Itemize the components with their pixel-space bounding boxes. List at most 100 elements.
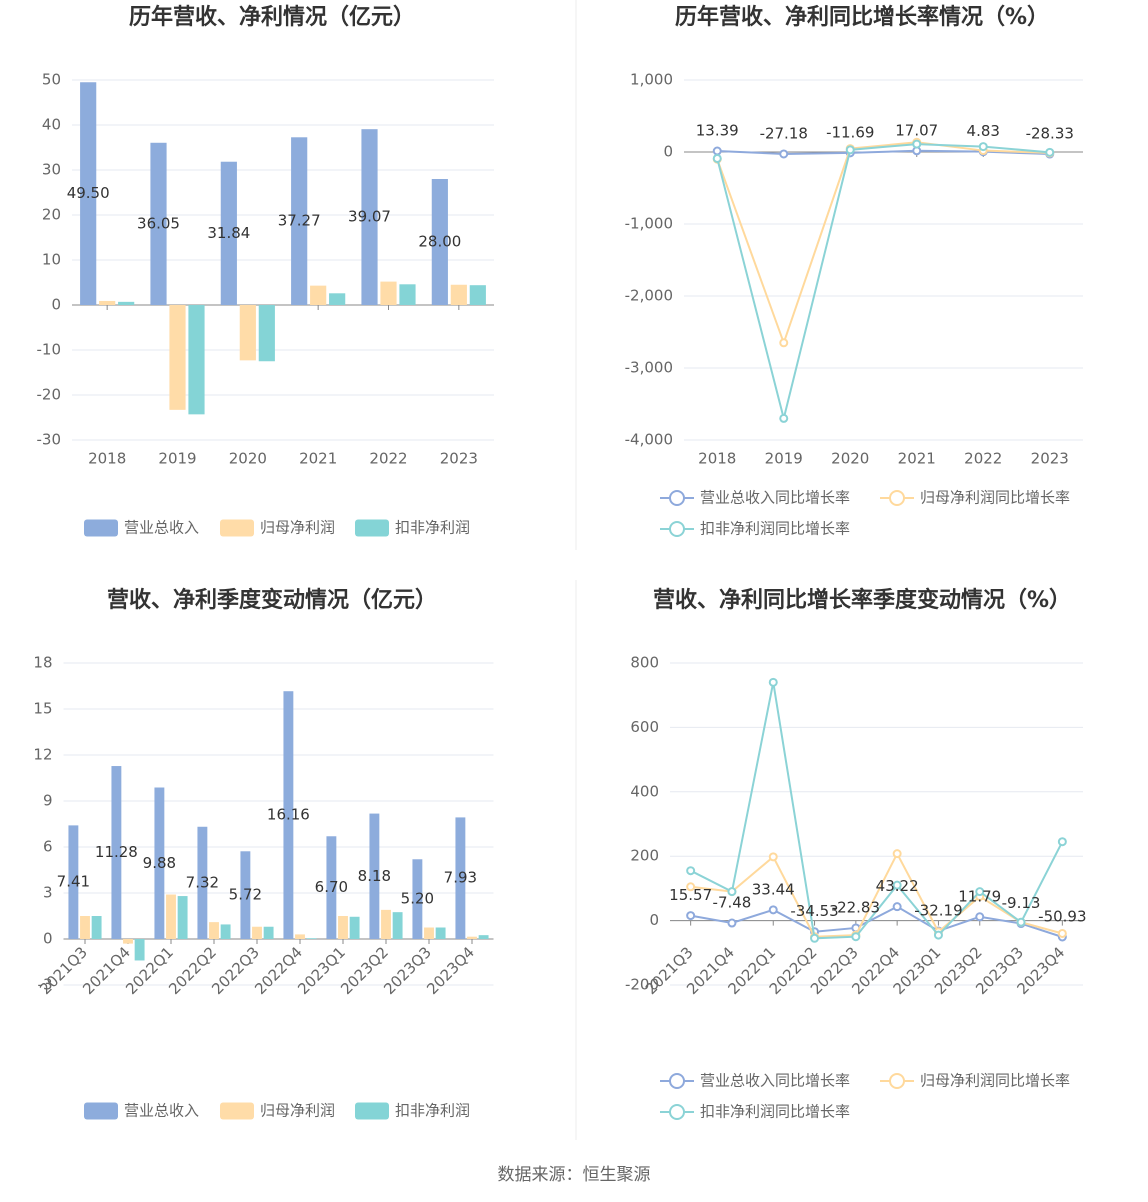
y-tick-label: 40 — [42, 116, 61, 134]
legend-swatch — [84, 519, 118, 537]
point — [892, 902, 902, 912]
point — [975, 912, 985, 922]
line — [690, 851, 1063, 938]
line — [717, 149, 1050, 156]
point — [933, 930, 943, 940]
legend-marker — [669, 1073, 685, 1089]
y-tick-label: -4,000 — [625, 431, 673, 449]
bar — [258, 305, 275, 362]
bar — [80, 82, 97, 305]
y-tick-label: 20 — [42, 206, 61, 224]
y-tick-label: 0 — [51, 296, 61, 314]
y-tick-label: -3,000 — [625, 359, 673, 377]
legend-label: 归母净利润同比增长率 — [920, 489, 1070, 507]
data-label: 28.00 — [418, 233, 461, 251]
data-label: -22.83 — [832, 898, 880, 916]
bar — [412, 859, 423, 939]
x-tick-label: 2019 — [765, 450, 803, 468]
point — [892, 849, 902, 859]
data-label: -27.18 — [760, 124, 808, 142]
point — [1016, 917, 1026, 927]
legend-label: 归母净利润同比增长率 — [920, 1072, 1070, 1090]
data-label: 15.57 — [669, 886, 712, 904]
legend-label: 归母净利润 — [260, 1102, 335, 1120]
y-tick-label: -20 — [37, 386, 62, 404]
bar — [469, 285, 486, 305]
bar — [111, 766, 122, 939]
y-tick-label: 3 — [43, 884, 53, 902]
point — [712, 153, 722, 163]
chart-title: 营收、净利季度变动情况（亿元） — [107, 587, 437, 613]
y-tick-label: 9 — [43, 792, 53, 810]
legend-swatch — [355, 519, 389, 537]
y-tick-label: -2,000 — [625, 287, 673, 305]
point — [768, 852, 778, 862]
bar — [295, 934, 305, 939]
data-label: 4.83 — [967, 122, 1000, 140]
y-tick-label: 18 — [33, 654, 52, 672]
bar — [118, 301, 135, 305]
x-tick-label: 2023 — [440, 450, 478, 468]
data-label: 49.50 — [67, 184, 110, 202]
chart-title: 营收、净利同比增长率季度变动情况（%） — [653, 587, 1071, 613]
data-label: 5.72 — [229, 886, 262, 904]
line — [690, 905, 1063, 938]
point — [845, 145, 855, 155]
x-tick-label: 2022 — [369, 450, 407, 468]
bar — [424, 927, 434, 939]
line — [716, 141, 1050, 346]
data-label: 8.18 — [358, 867, 391, 885]
x-tick-label: 2021 — [898, 450, 936, 468]
bar — [150, 142, 167, 305]
bar — [431, 179, 448, 305]
x-tick-label: 2020 — [229, 450, 267, 468]
bar — [380, 281, 397, 305]
bar — [209, 922, 219, 939]
data-label: -50.93 — [1038, 907, 1086, 925]
data-label: 36.05 — [137, 214, 180, 232]
point — [1057, 928, 1067, 938]
data-label: 16.16 — [267, 806, 310, 824]
bar — [197, 826, 208, 939]
point — [727, 918, 737, 928]
y-tick-label: 15 — [33, 700, 52, 718]
bar — [252, 926, 262, 939]
bar — [450, 284, 467, 305]
line — [690, 682, 1064, 940]
bar — [467, 936, 477, 939]
x-tick-label: 2018 — [698, 450, 736, 468]
point — [975, 887, 985, 897]
point — [686, 866, 696, 876]
legend-label: 营业总收入 — [124, 1102, 199, 1120]
bar — [99, 300, 116, 305]
chart-title: 历年营收、净利情况（亿元） — [129, 4, 415, 30]
point — [912, 139, 922, 149]
bar — [381, 909, 391, 939]
chart-title: 历年营收、净利同比增长率情况（%） — [675, 4, 1049, 30]
data-label: -32.19 — [914, 901, 962, 919]
data-label: -9.13 — [1002, 894, 1041, 912]
data-label: -34.53 — [790, 902, 838, 920]
bar — [80, 916, 90, 939]
bar — [91, 916, 102, 939]
y-tick-label: 400 — [630, 782, 659, 800]
legend-marker — [669, 1104, 685, 1120]
legend-swatch — [84, 1102, 118, 1120]
y-tick-label: -1,000 — [625, 215, 673, 233]
y-tick-label: 600 — [630, 718, 659, 736]
point — [851, 932, 861, 942]
data-label: 7.32 — [186, 873, 219, 891]
point — [712, 146, 722, 156]
y-tick-label: 1,000 — [630, 71, 673, 89]
data-label: 13.39 — [696, 122, 739, 140]
point — [779, 149, 789, 159]
bar — [455, 817, 466, 939]
bar — [220, 924, 231, 939]
bar — [361, 129, 378, 305]
bar — [154, 787, 165, 939]
x-tick-label: 2021 — [299, 450, 337, 468]
bar — [220, 161, 237, 305]
data-label: 31.84 — [207, 224, 250, 242]
y-tick-label: 200 — [630, 847, 659, 865]
